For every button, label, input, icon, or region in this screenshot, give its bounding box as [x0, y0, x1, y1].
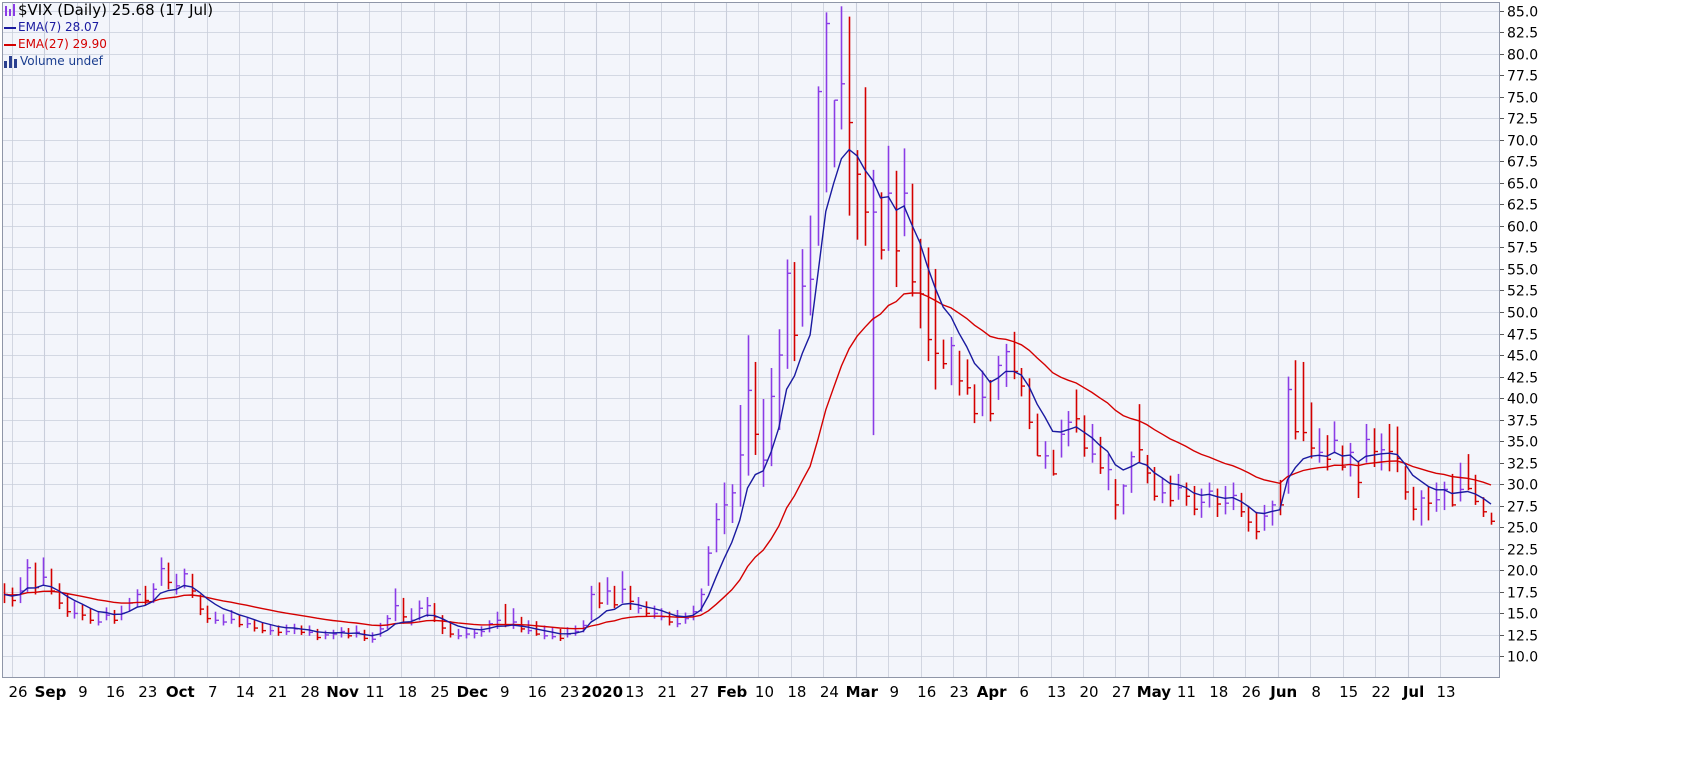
- x-tick-label: Dec: [457, 683, 489, 701]
- x-tick-label: 23: [950, 683, 969, 701]
- y-tick-label: 85.0: [1507, 5, 1538, 21]
- y-tick-label: 25.0: [1507, 521, 1538, 537]
- x-tick-label: 14: [236, 683, 255, 701]
- x-tick-label: 9: [889, 683, 899, 701]
- ema7-swatch-icon: [4, 26, 16, 29]
- y-tick-label: 67.5: [1507, 155, 1538, 171]
- ema27-swatch-icon: [4, 43, 16, 46]
- x-tick-label: 16: [106, 683, 125, 701]
- y-tick-label: 30.0: [1507, 478, 1538, 494]
- legend-ema27-label: EMA(27) 29.90: [18, 37, 107, 51]
- y-tick-label: 50.0: [1507, 306, 1538, 322]
- x-tick-label: 24: [820, 683, 839, 701]
- x-tick-label: 9: [78, 683, 88, 701]
- y-tick-label: 52.5: [1507, 284, 1538, 300]
- x-tick-label: Jul: [1402, 683, 1424, 701]
- x-axis-labels: 26 Sep 9 16 23 Oct 7 14 21 28 Nov 11 18 25 Dec 9 16 23 202…: [8, 683, 1455, 701]
- x-tick-label: 25: [430, 683, 449, 701]
- x-tick-label: Nov: [326, 683, 359, 701]
- price-bars: [3, 6, 1495, 643]
- x-tick-label: 11: [1177, 683, 1196, 701]
- y-tick-label: 70.0: [1507, 134, 1538, 150]
- y-tick-label: 82.5: [1507, 26, 1538, 42]
- x-tick-label: 13: [625, 683, 644, 701]
- ema7-line: [3, 148, 1492, 637]
- legend-volume-row: Volume undef: [4, 53, 213, 70]
- y-axis-labels: 85.0 82.5 80.0 77.5 75.0 72.5 70.0 67.5 65.0 62.5…: [1500, 5, 1538, 666]
- x-tick-label: 7: [208, 683, 218, 701]
- y-tick-label: 57.5: [1507, 241, 1538, 257]
- volume-icon: [4, 55, 18, 68]
- legend-ema7-row: EMA(7) 28.07: [4, 19, 213, 36]
- legend-title-row: $VIX (Daily) 25.68 (17 Jul): [4, 2, 213, 19]
- y-tick-label: 42.5: [1507, 371, 1538, 387]
- legend-ema7-label: EMA(7) 28.07: [18, 20, 100, 34]
- x-tick-label: 26: [1242, 683, 1261, 701]
- x-tick-label: 2020: [581, 683, 623, 701]
- ema27-line: [3, 292, 1492, 630]
- x-tick-label: 28: [301, 683, 320, 701]
- x-tick-label: 8: [1311, 683, 1321, 701]
- y-tick-label: 40.0: [1507, 392, 1538, 408]
- x-tick-label: 22: [1372, 683, 1391, 701]
- y-tick-label: 60.0: [1507, 220, 1538, 236]
- y-tick-label: 47.5: [1507, 328, 1538, 344]
- y-tick-label: 45.0: [1507, 349, 1538, 365]
- price-bars-icon: [4, 3, 16, 18]
- x-tick-label: 27: [1112, 683, 1131, 701]
- chart-title: $VIX (Daily) 25.68 (17 Jul): [18, 1, 214, 19]
- x-tick-label: 13: [1047, 683, 1066, 701]
- y-tick-label: 77.5: [1507, 69, 1538, 85]
- y-tick-label: 75.0: [1507, 91, 1538, 107]
- x-tick-label: Oct: [166, 683, 195, 701]
- x-tick-label: 13: [1436, 683, 1455, 701]
- y-tick-label: 27.5: [1507, 500, 1538, 516]
- x-tick-label: 21: [268, 683, 287, 701]
- x-tick-label: Feb: [717, 683, 748, 701]
- y-tick-label: 37.5: [1507, 414, 1538, 430]
- x-tick-label: 26: [8, 683, 27, 701]
- y-tick-label: 62.5: [1507, 198, 1538, 214]
- x-tick-label: 9: [500, 683, 510, 701]
- x-tick-label: 18: [1209, 683, 1228, 701]
- x-tick-label: 6: [1019, 683, 1029, 701]
- x-tick-label: 15: [1339, 683, 1358, 701]
- x-tick-label: 23: [138, 683, 157, 701]
- x-tick-label: 18: [787, 683, 806, 701]
- plot-frame: [2, 2, 1500, 678]
- x-tick-label: Mar: [846, 683, 879, 701]
- y-tick-label: 22.5: [1507, 543, 1538, 559]
- x-tick-label: 21: [658, 683, 677, 701]
- x-tick-label: 27: [690, 683, 709, 701]
- x-tick-label: 23: [560, 683, 579, 701]
- x-tick-label: 18: [398, 683, 417, 701]
- y-tick-label: 65.0: [1507, 177, 1538, 193]
- x-tick-label: 20: [1079, 683, 1098, 701]
- y-tick-label: 10.0: [1507, 650, 1538, 666]
- y-tick-label: 17.5: [1507, 586, 1538, 602]
- x-tick-label: Jun: [1269, 683, 1297, 701]
- legend-ema27-row: EMA(27) 29.90: [4, 36, 213, 53]
- y-tick-label: 72.5: [1507, 112, 1538, 128]
- y-tick-label: 12.5: [1507, 629, 1538, 645]
- legend-volume-label: Volume undef: [20, 54, 103, 68]
- y-tick-label: 55.0: [1507, 263, 1538, 279]
- x-tick-label: 16: [528, 683, 547, 701]
- legend: $VIX (Daily) 25.68 (17 Jul) EMA(7) 28.07…: [4, 2, 213, 70]
- x-tick-label: 10: [755, 683, 774, 701]
- y-tick-label: 32.5: [1507, 457, 1538, 473]
- x-tick-label: 11: [365, 683, 384, 701]
- plot-background: [2, 2, 1500, 678]
- x-tick-label: Sep: [35, 683, 67, 701]
- x-tick-label: Apr: [977, 683, 1007, 701]
- x-tick-label: May: [1137, 683, 1172, 701]
- x-tick-label: 16: [917, 683, 936, 701]
- y-tick-label: 20.0: [1507, 564, 1538, 580]
- y-tick-label: 15.0: [1507, 607, 1538, 623]
- y-tick-label: 35.0: [1507, 435, 1538, 451]
- grid: [2, 2, 1500, 678]
- y-tick-label: 80.0: [1507, 48, 1538, 64]
